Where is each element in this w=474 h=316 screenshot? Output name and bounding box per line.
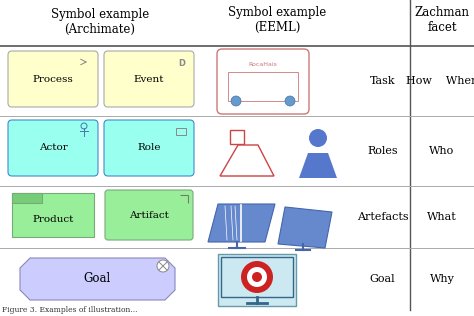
- FancyBboxPatch shape: [105, 190, 193, 240]
- Text: Actor: Actor: [38, 143, 67, 153]
- Text: How    When: How When: [406, 76, 474, 86]
- Text: What: What: [427, 212, 457, 222]
- Text: Event: Event: [134, 75, 164, 83]
- Circle shape: [247, 267, 267, 287]
- Text: Goal: Goal: [370, 274, 395, 284]
- Polygon shape: [208, 204, 275, 242]
- Text: Goal: Goal: [84, 272, 111, 285]
- Circle shape: [241, 261, 273, 293]
- Text: Artefacts: Artefacts: [357, 212, 408, 222]
- Text: Zachman
facet: Zachman facet: [414, 6, 470, 34]
- Bar: [221, 257, 293, 297]
- FancyBboxPatch shape: [104, 51, 194, 107]
- Text: Process: Process: [33, 75, 73, 83]
- Polygon shape: [220, 145, 274, 176]
- Circle shape: [231, 96, 241, 106]
- Circle shape: [285, 96, 295, 106]
- Text: Why: Why: [429, 274, 455, 284]
- Bar: [12, 193, 42, 203]
- Text: Roles: Roles: [367, 146, 398, 156]
- Text: Figure 3. Examples of illustration...: Figure 3. Examples of illustration...: [2, 306, 137, 314]
- Bar: [230, 130, 244, 144]
- Circle shape: [309, 129, 327, 147]
- Text: D: D: [179, 58, 185, 68]
- Bar: [12, 193, 94, 237]
- Text: Symbol example
(Archimate): Symbol example (Archimate): [51, 8, 149, 36]
- Text: Task: Task: [370, 76, 395, 86]
- Text: Role: Role: [137, 143, 161, 153]
- Text: RocaHais: RocaHais: [248, 63, 277, 68]
- FancyBboxPatch shape: [8, 120, 98, 176]
- FancyBboxPatch shape: [8, 51, 98, 107]
- Circle shape: [157, 260, 169, 272]
- Bar: [228, 72, 298, 101]
- FancyBboxPatch shape: [217, 49, 309, 114]
- Text: Symbol example
(EEML): Symbol example (EEML): [228, 6, 327, 34]
- Bar: [218, 254, 296, 306]
- Text: Artifact: Artifact: [129, 210, 169, 220]
- Text: Who: Who: [429, 146, 455, 156]
- FancyBboxPatch shape: [104, 120, 194, 176]
- Polygon shape: [20, 258, 175, 300]
- Polygon shape: [278, 207, 332, 248]
- Circle shape: [252, 272, 262, 282]
- Text: Product: Product: [32, 215, 73, 223]
- Bar: [176, 128, 186, 135]
- Polygon shape: [299, 153, 337, 178]
